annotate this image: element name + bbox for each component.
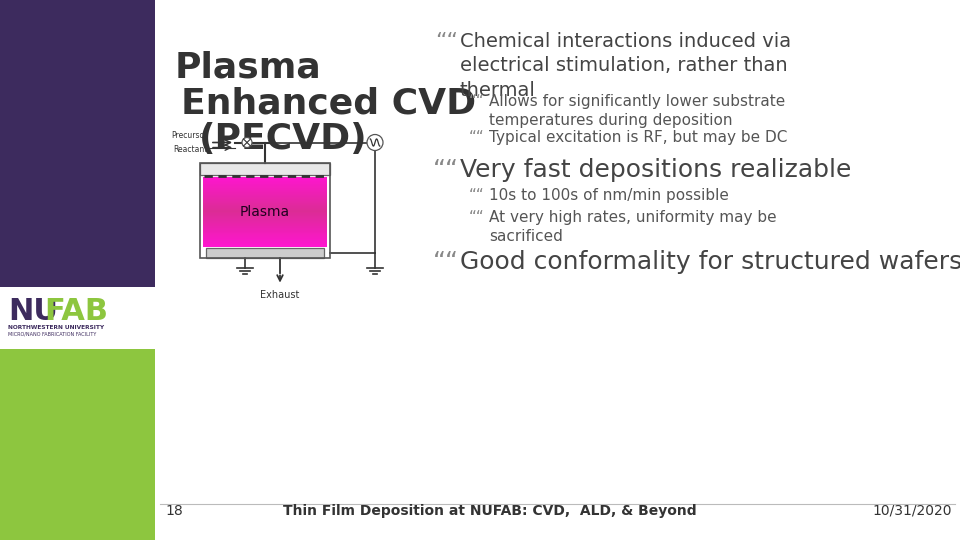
Text: 10s to 100s of nm/min possible: 10s to 100s of nm/min possible <box>489 188 729 203</box>
Text: ““: ““ <box>469 94 485 109</box>
Bar <box>206 247 324 258</box>
Text: FAB: FAB <box>44 297 108 326</box>
Text: Chemical interactions induced via
electrical stimulation, rather than
thermal: Chemical interactions induced via electr… <box>460 32 791 99</box>
Bar <box>0 321 155 540</box>
Text: ““: ““ <box>469 210 485 225</box>
Text: Exhaust: Exhaust <box>260 289 300 300</box>
Bar <box>0 0 155 321</box>
Text: NU: NU <box>8 297 58 326</box>
Text: MICRO/NANO FABRICATION FACILITY: MICRO/NANO FABRICATION FACILITY <box>8 332 96 337</box>
Text: Reactant: Reactant <box>174 145 208 154</box>
Circle shape <box>242 138 252 147</box>
Bar <box>0 287 155 349</box>
Text: ““: ““ <box>435 32 458 52</box>
Text: Enhanced CVD: Enhanced CVD <box>181 86 476 120</box>
Text: Allows for significantly lower substrate
temperatures during deposition: Allows for significantly lower substrate… <box>489 94 785 127</box>
Text: ““: ““ <box>433 250 459 274</box>
Circle shape <box>367 134 383 151</box>
Text: Typical excitation is RF, but may be DC: Typical excitation is RF, but may be DC <box>489 130 787 145</box>
Bar <box>200 163 330 174</box>
Text: ““: ““ <box>469 130 485 145</box>
Text: 10/31/2020: 10/31/2020 <box>873 504 952 518</box>
Text: Thin Film Deposition at NUFAB: CVD,  ALD, & Beyond: Thin Film Deposition at NUFAB: CVD, ALD,… <box>283 504 697 518</box>
Text: Precursor: Precursor <box>172 131 208 139</box>
Text: ““: ““ <box>469 188 485 203</box>
Bar <box>200 163 330 258</box>
Text: NORTHWESTERN UNIVERSITY: NORTHWESTERN UNIVERSITY <box>8 325 104 330</box>
Text: Plasma: Plasma <box>240 206 290 219</box>
Text: Plasma: Plasma <box>175 50 322 84</box>
Text: Good conformality for structured wafers: Good conformality for structured wafers <box>460 250 960 274</box>
Text: (PECVD): (PECVD) <box>199 122 368 156</box>
Text: At very high rates, uniformity may be
sacrificed: At very high rates, uniformity may be sa… <box>489 210 777 244</box>
Text: Very fast depositions realizable: Very fast depositions realizable <box>460 158 852 182</box>
Text: ““: ““ <box>433 158 459 182</box>
Text: 18: 18 <box>165 504 182 518</box>
